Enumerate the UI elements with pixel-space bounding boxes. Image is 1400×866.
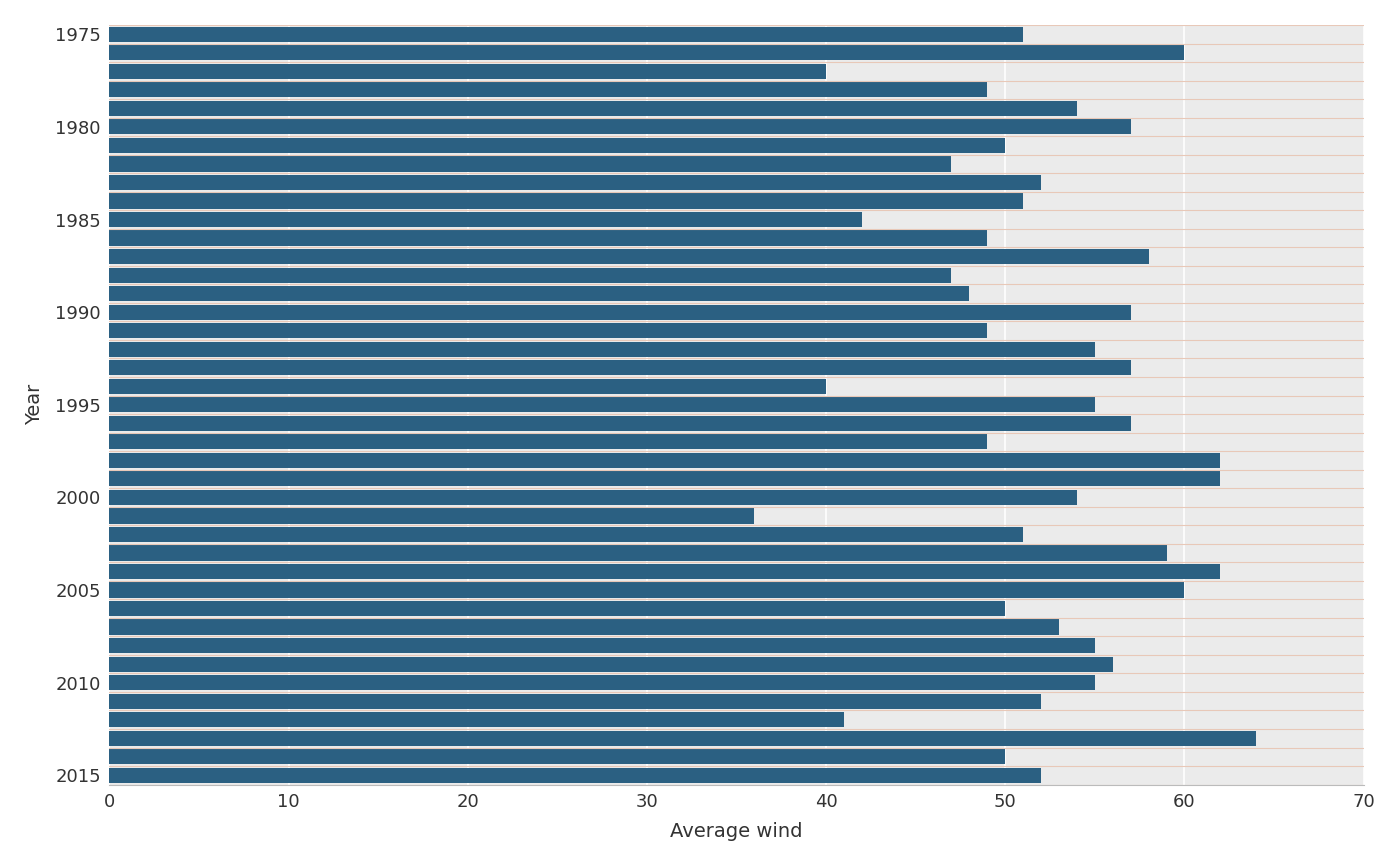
Bar	[109, 120, 1131, 134]
Bar	[109, 249, 1148, 264]
Bar	[109, 286, 969, 301]
Bar	[109, 490, 1077, 505]
Bar	[109, 212, 862, 227]
Bar	[109, 731, 1256, 746]
Bar	[109, 64, 826, 79]
Bar	[109, 378, 826, 394]
Bar	[109, 712, 844, 727]
Y-axis label: Year: Year	[25, 385, 43, 425]
Bar	[109, 675, 1095, 690]
Bar	[109, 323, 987, 339]
Bar	[109, 138, 1005, 153]
Bar	[109, 268, 952, 282]
Bar	[109, 27, 1023, 42]
Bar	[109, 175, 1042, 190]
Bar	[109, 564, 1221, 579]
Bar	[109, 45, 1184, 61]
Bar	[109, 601, 1005, 616]
Bar	[109, 749, 1005, 765]
Bar	[109, 767, 1042, 783]
Bar	[109, 694, 1042, 708]
Bar	[109, 360, 1131, 375]
Bar	[109, 656, 1113, 672]
Bar	[109, 434, 987, 449]
Bar	[109, 619, 1058, 635]
Bar	[109, 157, 952, 171]
Bar	[109, 638, 1095, 653]
Bar	[109, 508, 755, 524]
Bar	[109, 583, 1184, 598]
Bar	[109, 305, 1131, 320]
Bar	[109, 546, 1166, 560]
Bar	[109, 527, 1023, 542]
Bar	[109, 453, 1221, 468]
Bar	[109, 100, 1077, 116]
Bar	[109, 416, 1131, 431]
Bar	[109, 230, 987, 246]
Bar	[109, 471, 1221, 487]
Bar	[109, 397, 1095, 412]
X-axis label: Average wind: Average wind	[671, 822, 802, 841]
Bar	[109, 193, 1023, 209]
Bar	[109, 82, 987, 98]
Bar	[109, 341, 1095, 357]
